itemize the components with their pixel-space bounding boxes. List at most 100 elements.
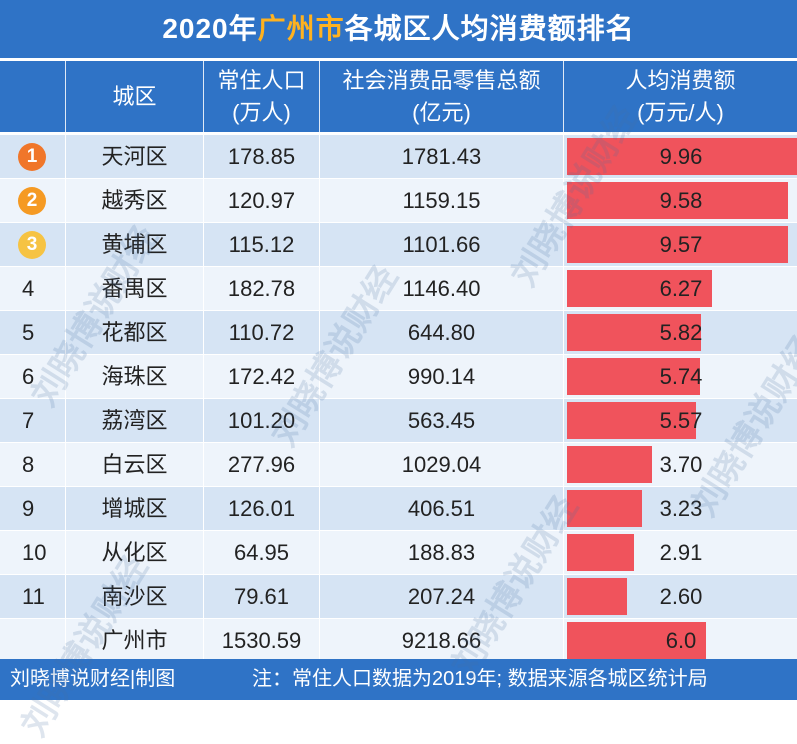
sales-cell: 990.14	[320, 355, 564, 398]
sales-cell: 9218.66	[320, 619, 564, 662]
population-cell: 64.95	[204, 531, 320, 574]
population-cell: 277.96	[204, 443, 320, 486]
table-row: 4 番禺区 182.78 1146.40 6.27	[0, 267, 797, 310]
table-row: 11 南沙区 79.61 207.24 2.60	[0, 575, 797, 618]
per-capita-cell: 3.70	[564, 443, 797, 486]
district-cell: 南沙区	[66, 575, 204, 618]
title-rest: 各城区人均消费额排名	[344, 13, 635, 44]
population-cell: 182.78	[204, 267, 320, 310]
header-rank	[0, 61, 66, 132]
rank-cell	[0, 619, 66, 662]
rank-cell: 2	[0, 179, 66, 222]
table-row: 1 天河区 178.85 1781.43 9.96	[0, 135, 797, 178]
sales-cell: 1159.15	[320, 179, 564, 222]
district-cell: 花都区	[66, 311, 204, 354]
population-cell: 79.61	[204, 575, 320, 618]
per-capita-label: 2.60	[659, 584, 703, 609]
rank-medal-icon: 1	[18, 143, 46, 171]
per-capita-cell: 3.23	[564, 487, 797, 530]
sales-cell: 1146.40	[320, 267, 564, 310]
header-sales-unit: (亿元)	[412, 99, 471, 125]
per-capita-cell: 9.58	[564, 179, 797, 222]
per-capita-bar	[567, 314, 701, 351]
header-sales-label: 社会消费品零售总额	[342, 67, 541, 93]
district-cell: 黄埔区	[66, 223, 204, 266]
sales-cell: 1029.04	[320, 443, 564, 486]
header-per-capita-label: 人均消费额	[625, 67, 736, 93]
header-per-capita-unit: (万元/人)	[637, 99, 724, 125]
per-capita-label: 2.91	[659, 540, 703, 565]
table-row: 8 白云区 277.96 1029.04 3.70	[0, 443, 797, 486]
table-row: 2 越秀区 120.97 1159.15 9.58	[0, 179, 797, 222]
population-cell: 178.85	[204, 135, 320, 178]
per-capita-label: 5.57	[659, 408, 703, 433]
header-per-capita: 人均消费额 (万元/人)	[564, 61, 797, 132]
per-capita-cell: 5.82	[564, 311, 797, 354]
per-capita-label: 3.23	[659, 496, 703, 521]
header-population-label: 常住人口	[217, 67, 306, 93]
per-capita-label: 6.0	[665, 628, 697, 653]
population-cell: 126.01	[204, 487, 320, 530]
per-capita-bar	[567, 182, 788, 219]
per-capita-bar	[567, 226, 788, 263]
table-row: 3 黄埔区 115.12 1101.66 9.57	[0, 223, 797, 266]
per-capita-label: 9.57	[659, 232, 703, 257]
per-capita-bar	[567, 490, 642, 527]
chart-footer: 刘晓博说财经|制图 注：常住人口数据为2019年; 数据来源各城区统计局	[0, 659, 797, 700]
table-row: 广州市 1530.59 9218.66 6.0	[0, 619, 797, 662]
rank-cell: 4	[0, 267, 66, 310]
district-cell: 从化区	[66, 531, 204, 574]
table-row: 10 从化区 64.95 188.83 2.91	[0, 531, 797, 574]
header-district: 城区	[66, 61, 204, 132]
rank-cell: 5	[0, 311, 66, 354]
per-capita-cell: 9.57	[564, 223, 797, 266]
per-capita-bar	[567, 578, 627, 615]
rank-cell: 6	[0, 355, 66, 398]
per-capita-bar	[567, 446, 652, 483]
table-row: 7 荔湾区 101.20 563.45 5.57	[0, 399, 797, 442]
rank-medal-icon: 3	[18, 231, 46, 259]
title-city: 广州市	[257, 13, 345, 44]
population-cell: 172.42	[204, 355, 320, 398]
header-population-unit: (万人)	[232, 99, 291, 125]
rank-medal-icon: 2	[18, 187, 46, 215]
sales-cell: 1781.43	[320, 135, 564, 178]
header-sales: 社会消费品零售总额 (亿元)	[320, 61, 564, 132]
per-capita-cell: 6.0	[564, 619, 797, 662]
per-capita-label: 5.74	[659, 364, 703, 389]
sales-cell: 563.45	[320, 399, 564, 442]
footer-note: 注：常住人口数据为2019年; 数据来源各城区统计局	[252, 668, 708, 690]
table-header: 城区 常住人口 (万人) 社会消费品零售总额 (亿元) 人均消费额 (万元/人)	[0, 61, 797, 132]
per-capita-cell: 2.60	[564, 575, 797, 618]
per-capita-cell: 2.91	[564, 531, 797, 574]
rank-cell: 8	[0, 443, 66, 486]
title-year: 2020年	[162, 13, 258, 44]
district-cell: 越秀区	[66, 179, 204, 222]
rank-cell: 11	[0, 575, 66, 618]
per-capita-bar	[567, 358, 700, 395]
district-cell: 海珠区	[66, 355, 204, 398]
table-row: 9 增城区 126.01 406.51 3.23	[0, 487, 797, 530]
per-capita-cell: 6.27	[564, 267, 797, 310]
table-row: 6 海珠区 172.42 990.14 5.74	[0, 355, 797, 398]
district-cell: 白云区	[66, 443, 204, 486]
per-capita-cell: 5.57	[564, 399, 797, 442]
per-capita-cell: 9.96	[564, 135, 797, 178]
rank-cell: 1	[0, 135, 66, 178]
per-capita-label: 5.82	[659, 320, 703, 345]
header-district-label: 城区	[112, 83, 157, 109]
population-cell: 120.97	[204, 179, 320, 222]
population-cell: 115.12	[204, 223, 320, 266]
table-row: 5 花都区 110.72 644.80 5.82	[0, 311, 797, 354]
per-capita-bar	[567, 402, 696, 439]
per-capita-label: 3.70	[659, 452, 703, 477]
district-cell: 番禺区	[66, 267, 204, 310]
sales-cell: 188.83	[320, 531, 564, 574]
rank-cell: 9	[0, 487, 66, 530]
per-capita-bar	[567, 270, 712, 307]
rank-cell: 7	[0, 399, 66, 442]
per-capita-label: 9.96	[659, 144, 703, 169]
per-capita-bar	[567, 138, 797, 175]
chart-title: 2020年广州市各城区人均消费额排名	[0, 0, 797, 58]
per-capita-label: 9.58	[659, 188, 703, 213]
